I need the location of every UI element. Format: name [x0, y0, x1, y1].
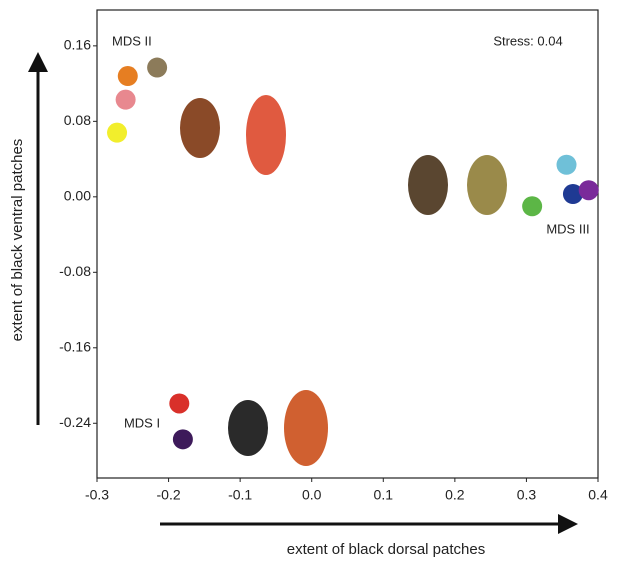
point: [147, 58, 167, 78]
x-tick-label: 0.0: [302, 487, 322, 503]
y-tick-label: -0.08: [59, 263, 91, 279]
x-tick-label: -0.1: [228, 487, 252, 503]
x-tick-label: -0.2: [157, 487, 181, 503]
annotation: Stress: 0.04: [493, 33, 562, 48]
point: [116, 90, 136, 110]
chart: extent of black dorsal patches extent of…: [0, 0, 617, 562]
point: [107, 123, 127, 143]
y-tick-label: 0.08: [64, 112, 91, 128]
point: [557, 155, 577, 175]
y-arrow: [28, 52, 48, 425]
point: [522, 196, 542, 216]
y-axis-title: extent of black ventral patches: [9, 139, 26, 342]
x-tick-label: 0.4: [588, 487, 608, 503]
y-tick-label: 0.16: [64, 37, 91, 53]
annotation: MDS I: [124, 415, 160, 430]
point: [118, 66, 138, 86]
x-axis-title: extent of black dorsal patches: [287, 541, 485, 558]
toad-illustrations: [180, 95, 507, 466]
point: [173, 429, 193, 449]
annotation: MDS III: [546, 221, 589, 236]
y-tick-label: -0.16: [59, 338, 91, 354]
point: [579, 180, 599, 200]
annotation: MDS II: [112, 33, 152, 48]
x-tick-label: 0.3: [517, 487, 537, 503]
x-tick-label: 0.2: [445, 487, 465, 503]
point: [169, 393, 189, 413]
x-tick-label: -0.3: [85, 487, 109, 503]
x-arrow: [160, 514, 578, 534]
y-tick-label: 0.00: [64, 188, 91, 204]
y-tick-label: -0.24: [59, 414, 91, 430]
x-tick-label: 0.1: [374, 487, 394, 503]
